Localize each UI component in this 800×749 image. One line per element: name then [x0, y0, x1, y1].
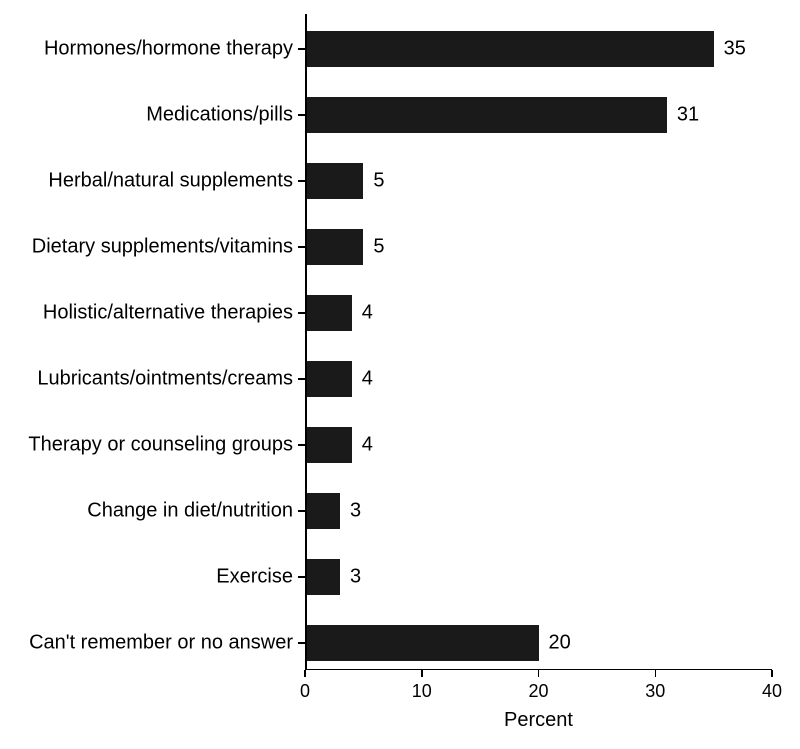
x-axis-title: Percent	[504, 709, 573, 732]
x-tick	[771, 670, 773, 677]
bar-value-label: 3	[350, 566, 361, 589]
bar	[307, 625, 539, 661]
plot-area: 35 31 5 5 4 4 4 3 3 20	[305, 14, 772, 670]
bar	[307, 31, 714, 67]
bar	[307, 229, 364, 265]
y-tick	[298, 180, 305, 182]
bar-value-label: 3	[350, 500, 361, 523]
bar-value-label: 4	[362, 302, 373, 325]
x-tick	[421, 670, 423, 677]
y-tick	[298, 312, 305, 314]
category-label: Can't remember or no answer	[29, 632, 293, 655]
x-tick	[655, 670, 657, 677]
x-tick	[304, 670, 306, 677]
chart-container: 35 31 5 5 4 4 4 3 3 20 Percent 0 10 20 30 40 Hormones/…	[0, 0, 800, 749]
x-tick	[538, 670, 540, 677]
category-label: Hormones/hormone therapy	[44, 38, 293, 61]
bar	[307, 97, 667, 133]
category-label: Herbal/natural supplements	[48, 170, 293, 193]
y-tick	[298, 48, 305, 50]
x-tick-label: 0	[300, 681, 310, 702]
bar	[307, 295, 352, 331]
category-label: Exercise	[216, 566, 293, 589]
category-label: Dietary supplements/vitamins	[32, 236, 293, 259]
x-tick-label: 20	[528, 681, 548, 702]
y-tick	[298, 246, 305, 248]
category-label: Holistic/alternative therapies	[43, 302, 293, 325]
bar	[307, 559, 341, 595]
bar	[307, 427, 352, 463]
category-label: Lubricants/ointments/creams	[37, 368, 293, 391]
category-label: Medications/pills	[146, 104, 293, 127]
category-label: Therapy or counseling groups	[28, 434, 293, 457]
y-tick	[298, 444, 305, 446]
bar-value-label: 20	[549, 632, 571, 655]
x-tick-label: 10	[412, 681, 432, 702]
bar-value-label: 5	[373, 170, 384, 193]
bar-value-label: 35	[724, 38, 746, 61]
y-tick	[298, 114, 305, 116]
y-tick	[298, 576, 305, 578]
category-label: Change in diet/nutrition	[87, 500, 293, 523]
bar-value-label: 4	[362, 368, 373, 391]
bar-value-label: 31	[677, 104, 699, 127]
y-tick	[298, 510, 305, 512]
bar	[307, 493, 341, 529]
bar	[307, 361, 352, 397]
bar	[307, 163, 364, 199]
y-tick	[298, 378, 305, 380]
bar-value-label: 4	[362, 434, 373, 457]
x-tick-label: 30	[645, 681, 665, 702]
x-tick-label: 40	[762, 681, 782, 702]
y-tick	[298, 642, 305, 644]
bar-value-label: 5	[373, 236, 384, 259]
